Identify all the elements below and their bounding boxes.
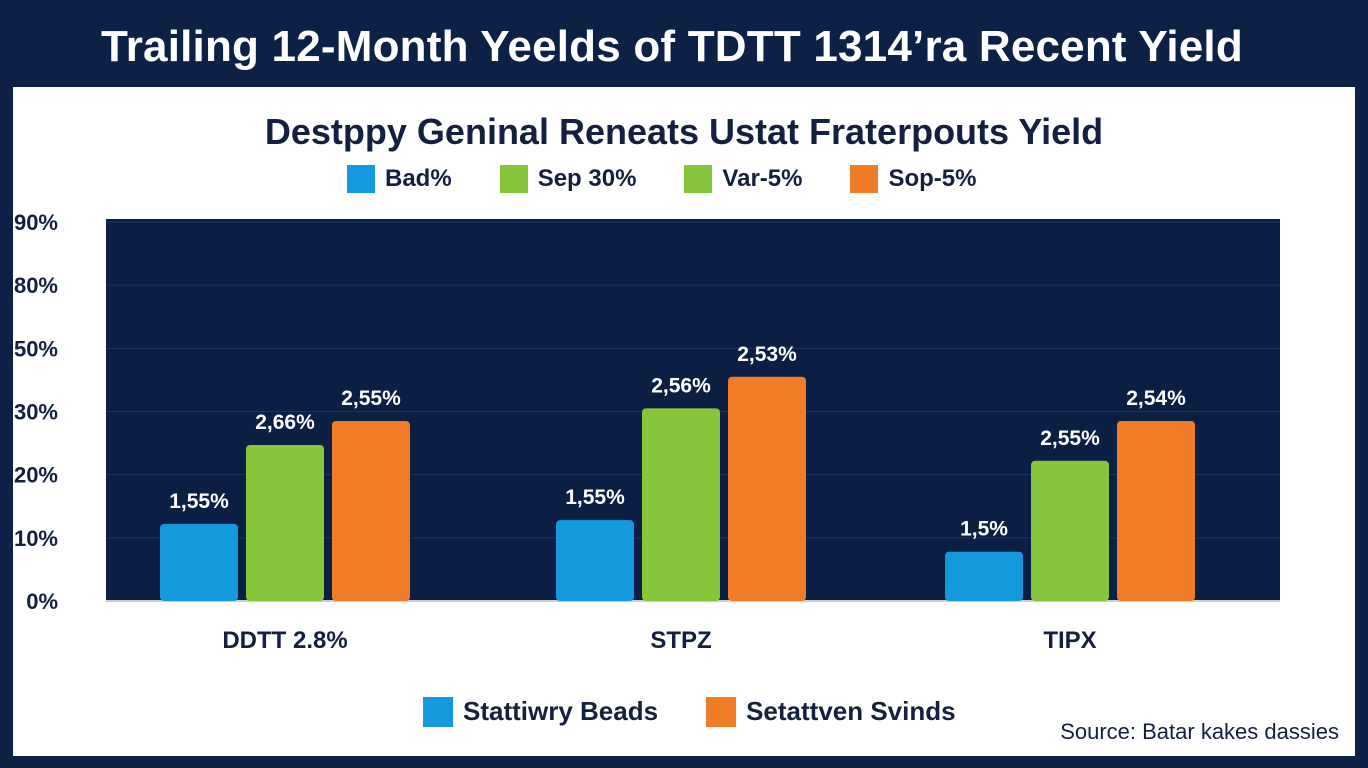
- legend-item[interactable]: Sop-5%: [850, 165, 976, 193]
- legend-label: Setattven Svinds: [746, 696, 956, 726]
- bar: [332, 420, 410, 601]
- data-label: 1,5%: [960, 518, 1008, 541]
- legend-item[interactable]: Setattven Svinds: [706, 696, 956, 727]
- legend-swatch-blue: [423, 696, 453, 727]
- legend-label: Var-5%: [722, 165, 803, 192]
- y-tick-label: 30%: [14, 400, 58, 425]
- legend-swatch-blue: [347, 165, 375, 193]
- legend-swatch-green: [499, 165, 528, 193]
- data-label: 1,55%: [565, 486, 625, 509]
- y-tick-label: 20%: [14, 463, 58, 488]
- data-label: 2,55%: [1040, 427, 1100, 450]
- x-category-label: TIPX: [1043, 627, 1096, 654]
- x-category-label: DDTT 2.8%: [222, 627, 347, 654]
- y-tick-label: 0%: [26, 589, 58, 614]
- data-label: 2,66%: [255, 411, 315, 434]
- data-label: 2,56%: [651, 374, 711, 397]
- legend-item[interactable]: Var-5%: [684, 165, 802, 193]
- x-category-label: STPZ: [650, 627, 711, 654]
- bar: [642, 408, 720, 601]
- legend-label: Bad%: [385, 165, 452, 192]
- y-tick-label: 90%: [14, 210, 58, 235]
- bar: [728, 376, 806, 601]
- bar: [556, 520, 634, 601]
- bar: [1117, 420, 1195, 601]
- chart-main-title: Trailing 12-Month Yeelds of TDTT 1314’ra…: [101, 22, 1243, 71]
- bar: [1031, 460, 1109, 601]
- y-tick-label: 80%: [14, 273, 58, 298]
- y-tick-label: 50%: [14, 336, 58, 361]
- legend-label: Sep 30%: [537, 165, 637, 192]
- bar: [246, 444, 324, 601]
- data-label: 2,55%: [341, 387, 401, 410]
- legend-swatch-orange: [850, 165, 879, 193]
- legend-item[interactable]: Sep 30%: [499, 165, 637, 193]
- legend-swatch-orange: [706, 696, 737, 727]
- data-label: 2,54%: [1126, 387, 1186, 410]
- data-label: 1,55%: [169, 490, 229, 513]
- chart-title: Destppy Geninal Reneats Ustat Fraterpout…: [264, 111, 1104, 152]
- legend-top: Bad% Sep 30% Var-5% Sop-5%: [347, 165, 1024, 193]
- legend-item[interactable]: Stattiwry Beads: [423, 696, 658, 727]
- legend-bottom: Stattiwry Beads Setattven Svinds: [423, 696, 1004, 727]
- bar: [160, 523, 238, 601]
- bar: [945, 551, 1023, 601]
- source-note: Source: Batar kakes dassies: [1060, 719, 1339, 744]
- legend-label: Sop-5%: [888, 165, 977, 192]
- y-tick-label: 10%: [14, 526, 58, 551]
- legend-label: Stattiwry Beads: [463, 696, 659, 726]
- legend-swatch-green: [684, 165, 713, 193]
- legend-item[interactable]: Bad%: [347, 165, 452, 193]
- data-label: 2,53%: [737, 343, 797, 366]
